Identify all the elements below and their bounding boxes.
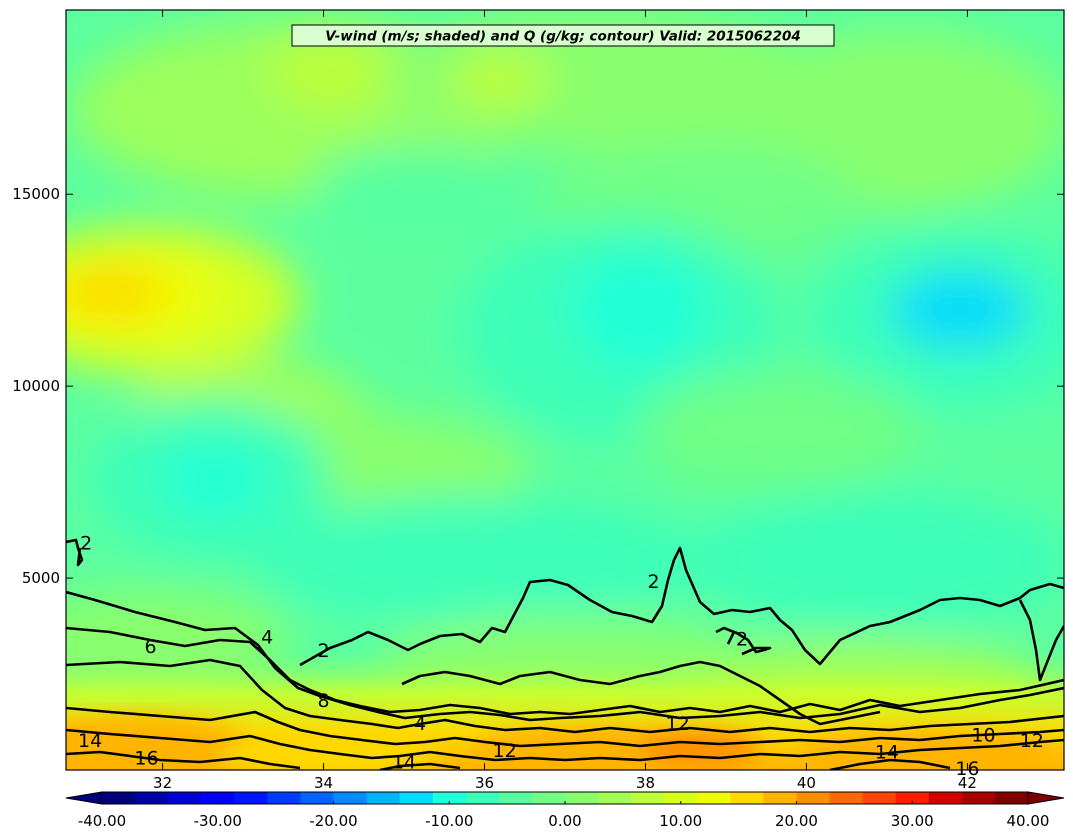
contour-label: 12	[1020, 730, 1044, 752]
colorbar-segment	[961, 792, 996, 804]
colorbar-segment	[664, 792, 698, 804]
x-tick-label: 38	[636, 774, 655, 792]
x-axis: 32 34 36 38 40 42	[153, 10, 977, 792]
contour-label: 4	[261, 627, 273, 649]
colorbar-segment	[994, 792, 1029, 804]
colorbar-tick-label: 0.00	[548, 812, 581, 830]
y-axis: 5000 10000 15000	[12, 185, 1064, 587]
colorbar-segment	[598, 792, 632, 804]
contour-label: 12	[666, 713, 690, 735]
contour-label: 2	[736, 628, 748, 650]
colorbar-extend-min	[65, 791, 103, 805]
colorbar-tick-label: -20.00	[309, 812, 357, 830]
colorbar-tick-label: 10.00	[659, 812, 702, 830]
colorbar-segment	[862, 792, 897, 804]
x-tick-label: 34	[314, 774, 333, 792]
contour-label: 2	[647, 571, 659, 593]
colorbar-segment	[697, 792, 731, 804]
colorbar-tick-label: -40.00	[78, 812, 126, 830]
colorbar: -40.00 -30.00 -20.00 -10.00 0.00 10.00 20.00 30…	[65, 791, 1065, 830]
colorbar-segment	[168, 792, 202, 804]
contour-label: 10	[971, 724, 995, 746]
colorbar-tick-label: -30.00	[194, 812, 242, 830]
colorbar-segment	[796, 792, 831, 804]
contour-label: 14	[875, 742, 899, 764]
colorbar-segment	[267, 792, 302, 804]
colorbar-tick-label: -10.00	[425, 812, 473, 830]
colorbar-segment	[234, 792, 268, 804]
q-contour-lines	[66, 538, 1064, 770]
plot-frame	[65, 9, 1065, 771]
colorbar-segment	[565, 792, 599, 804]
v-wind-shaded-field	[66, 10, 1064, 770]
contour-label: 6	[144, 636, 156, 658]
colorbar-segment	[498, 792, 533, 804]
colorbar-segment	[366, 792, 401, 804]
colorbar-segment	[399, 792, 434, 804]
y-tick-label: 10000	[12, 377, 60, 395]
contour-label: 14	[392, 751, 416, 773]
x-tick-label: 32	[153, 774, 172, 792]
contour-label: 8	[318, 690, 330, 712]
colorbar-segment	[928, 792, 963, 804]
colorbar-segment	[102, 792, 136, 804]
colorbar-tick-label: 40.00	[1007, 812, 1050, 830]
colorbar-extend-max	[1027, 791, 1065, 805]
colorbar-segment	[201, 792, 235, 804]
colorbar-segment	[730, 792, 765, 804]
contour-label: 12	[493, 740, 517, 762]
colorbar-segment	[631, 792, 665, 804]
colorbar-segment	[300, 792, 335, 804]
colorbar-segment	[333, 792, 368, 804]
colorbar-segment	[465, 792, 500, 804]
colorbar-segment	[895, 792, 930, 804]
x-tick-label: 36	[475, 774, 494, 792]
contour-label: 4	[414, 713, 426, 735]
colorbar-segment	[763, 792, 798, 804]
contour-label: 16	[134, 747, 158, 769]
colorbar-segment	[135, 792, 169, 804]
x-tick-label: 40	[797, 774, 816, 792]
y-tick-label: 5000	[22, 569, 60, 587]
colorbar-segment	[432, 792, 467, 804]
contour-label: 2	[318, 640, 330, 662]
colorbar-tick-label: 30.00	[891, 812, 934, 830]
contour-label: 14	[78, 730, 102, 752]
colorbar-tick-label: 20.00	[775, 812, 818, 830]
colorbar-segment	[829, 792, 864, 804]
contour-label: 2	[80, 533, 92, 555]
x-tick-label: 42	[958, 774, 977, 792]
colorbar-segment	[531, 792, 566, 804]
y-tick-label: 15000	[12, 185, 60, 203]
chart-title: V-wind (m/s; shaded) and Q (g/kg; contou…	[291, 24, 835, 47]
title-text: V-wind (m/s; shaded) and Q (g/kg; contou…	[325, 29, 801, 45]
